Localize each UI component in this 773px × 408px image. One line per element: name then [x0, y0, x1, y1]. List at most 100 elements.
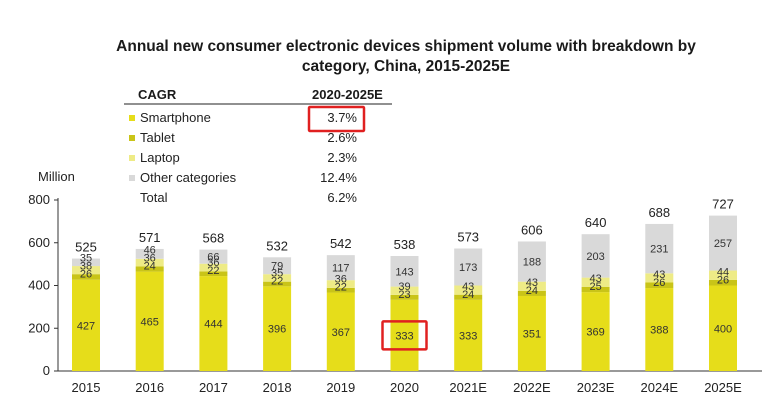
total-2021E: 573	[457, 230, 479, 245]
cagr-value-other-categories: 12.4%	[320, 170, 357, 185]
chart-title-line-1: Annual new consumer electronic devices s…	[116, 38, 696, 55]
cagr-label-tablet: Tablet	[140, 130, 175, 145]
bar-laptop-2018	[263, 274, 292, 282]
x-tick-label-2021E: 2021E	[449, 380, 487, 395]
bar-smartphone-2019	[326, 292, 355, 371]
total-2023E: 640	[585, 215, 607, 230]
label-laptop-2022E: 43	[526, 277, 538, 289]
y-tick-label-400: 400	[28, 278, 50, 293]
bar-smartphone-2021E	[454, 299, 483, 371]
label-smartphone-2019: 367	[332, 327, 350, 339]
cagr-swatch-smartphone	[129, 115, 135, 121]
label-smartphone-2017: 444	[204, 319, 222, 331]
bar-tablet-2023E	[581, 286, 610, 293]
label-laptop-2016: 36	[144, 253, 156, 265]
bar-tablet-2018	[263, 281, 292, 287]
bar-laptop-2023E	[581, 277, 610, 287]
label-laptop-2019: 36	[335, 274, 347, 286]
label-other-categories-2022E: 188	[523, 257, 541, 269]
x-tick-label-2025E: 2025E	[704, 380, 742, 395]
label-tablet-2024E: 26	[653, 277, 665, 289]
cagr-swatch-tablet	[129, 135, 135, 141]
bar-laptop-2021E	[454, 285, 483, 295]
total-2022E: 606	[521, 222, 543, 237]
label-laptop-2021E: 43	[462, 281, 474, 293]
label-laptop-2023E: 43	[589, 273, 601, 285]
bar-other-categories-2021E	[454, 248, 483, 286]
label-laptop-2015: 38	[80, 261, 92, 273]
axes: 0 200 400 600 800 2015 2016 2017 2018 2019 2020 202…	[28, 192, 762, 395]
label-tablet-2022E: 24	[526, 285, 538, 297]
total-2020: 538	[394, 237, 416, 252]
x-tick-label-2022E: 2022E	[513, 380, 551, 395]
label-laptop-2018: 35	[271, 267, 283, 279]
cagr-header-left: CAGR	[138, 87, 177, 102]
label-other-categories-2021E: 173	[459, 262, 477, 274]
label-tablet-2023E: 25	[589, 281, 601, 293]
label-other-categories-2017: 66	[207, 252, 219, 264]
bar-other-categories-2018	[263, 257, 292, 275]
label-other-categories-2016: 46	[144, 245, 156, 257]
bar-tablet-2016	[135, 266, 164, 272]
bar-other-categories-2017	[199, 249, 228, 264]
bar-laptop-2020	[390, 286, 419, 295]
bar-tablet-2022E	[517, 290, 546, 296]
label-tablet-2018: 22	[271, 275, 283, 287]
label-other-categories-2020: 143	[395, 266, 413, 278]
bar-smartphone-2017	[199, 276, 228, 371]
label-smartphone-2022E: 351	[523, 328, 541, 340]
label-tablet-2021E: 24	[462, 289, 474, 301]
label-smartphone-2025E: 400	[714, 323, 732, 335]
label-tablet-2015: 26	[80, 269, 92, 281]
label-smartphone-2023E: 369	[586, 327, 604, 339]
bar-laptop-2015	[72, 266, 100, 275]
label-tablet-2020: 23	[398, 289, 410, 301]
bar-other-categories-2024E	[645, 223, 674, 274]
label-other-categories-2015: 35	[80, 253, 92, 265]
bar-other-categories-2022E	[517, 241, 546, 282]
bar-smartphone-2025E	[709, 285, 737, 371]
bar-other-categories-2020	[390, 256, 419, 287]
label-other-categories-2019: 117	[332, 263, 350, 275]
label-laptop-2024E: 43	[653, 269, 665, 281]
label-smartphone-2024E: 388	[650, 325, 668, 337]
label-smartphone-2015: 427	[77, 320, 95, 332]
bar-smartphone-2016	[135, 271, 164, 371]
bar-smartphone-2018	[263, 286, 292, 371]
total-2024E: 688	[648, 205, 670, 220]
total-2016: 571	[139, 230, 161, 245]
bar-tablet-2020	[390, 294, 419, 300]
label-other-categories-2024E: 231	[650, 244, 668, 256]
x-tick-label-2017: 2017	[199, 380, 228, 395]
x-tick-label-2018: 2018	[263, 380, 292, 395]
label-laptop-2017: 36	[207, 257, 219, 269]
x-tick-label-2023E: 2023E	[577, 380, 615, 395]
bar-other-categories-2016	[135, 248, 164, 259]
label-tablet-2019: 22	[335, 282, 347, 294]
label-smartphone-2018: 396	[268, 324, 286, 336]
total-2017: 568	[203, 231, 225, 246]
chart-title: Annual new consumer electronic devices s…	[116, 38, 696, 75]
bar-smartphone-2024E	[645, 288, 674, 371]
bar-laptop-2022E	[517, 281, 546, 291]
cagr-label-smartphone: Smartphone	[140, 110, 211, 125]
bar-laptop-2024E	[645, 273, 674, 283]
cagr-label-laptop: Laptop	[140, 150, 180, 165]
x-tick-label-2020: 2020	[390, 380, 419, 395]
bar-smartphone-2015	[72, 279, 100, 371]
total-2015: 525	[75, 240, 97, 255]
label-tablet-2016: 24	[144, 261, 156, 273]
label-smartphone-2020: 333	[395, 330, 413, 342]
total-2025E: 727	[712, 197, 734, 212]
bar-other-categories-2025E	[709, 215, 737, 271]
cagr-value-laptop: 2.3%	[327, 150, 357, 165]
bar-laptop-2016	[135, 258, 164, 267]
cagr-value-total: 6.2%	[327, 190, 357, 205]
x-tick-label-2019: 2019	[326, 380, 355, 395]
highlight-2020-smartphone	[381, 320, 428, 351]
bar-tablet-2015	[72, 274, 100, 280]
bar-tablet-2017	[199, 271, 228, 277]
highlight-cagr-smartphone	[307, 105, 366, 133]
cagr-label-other-categories: Other categories	[140, 170, 237, 185]
